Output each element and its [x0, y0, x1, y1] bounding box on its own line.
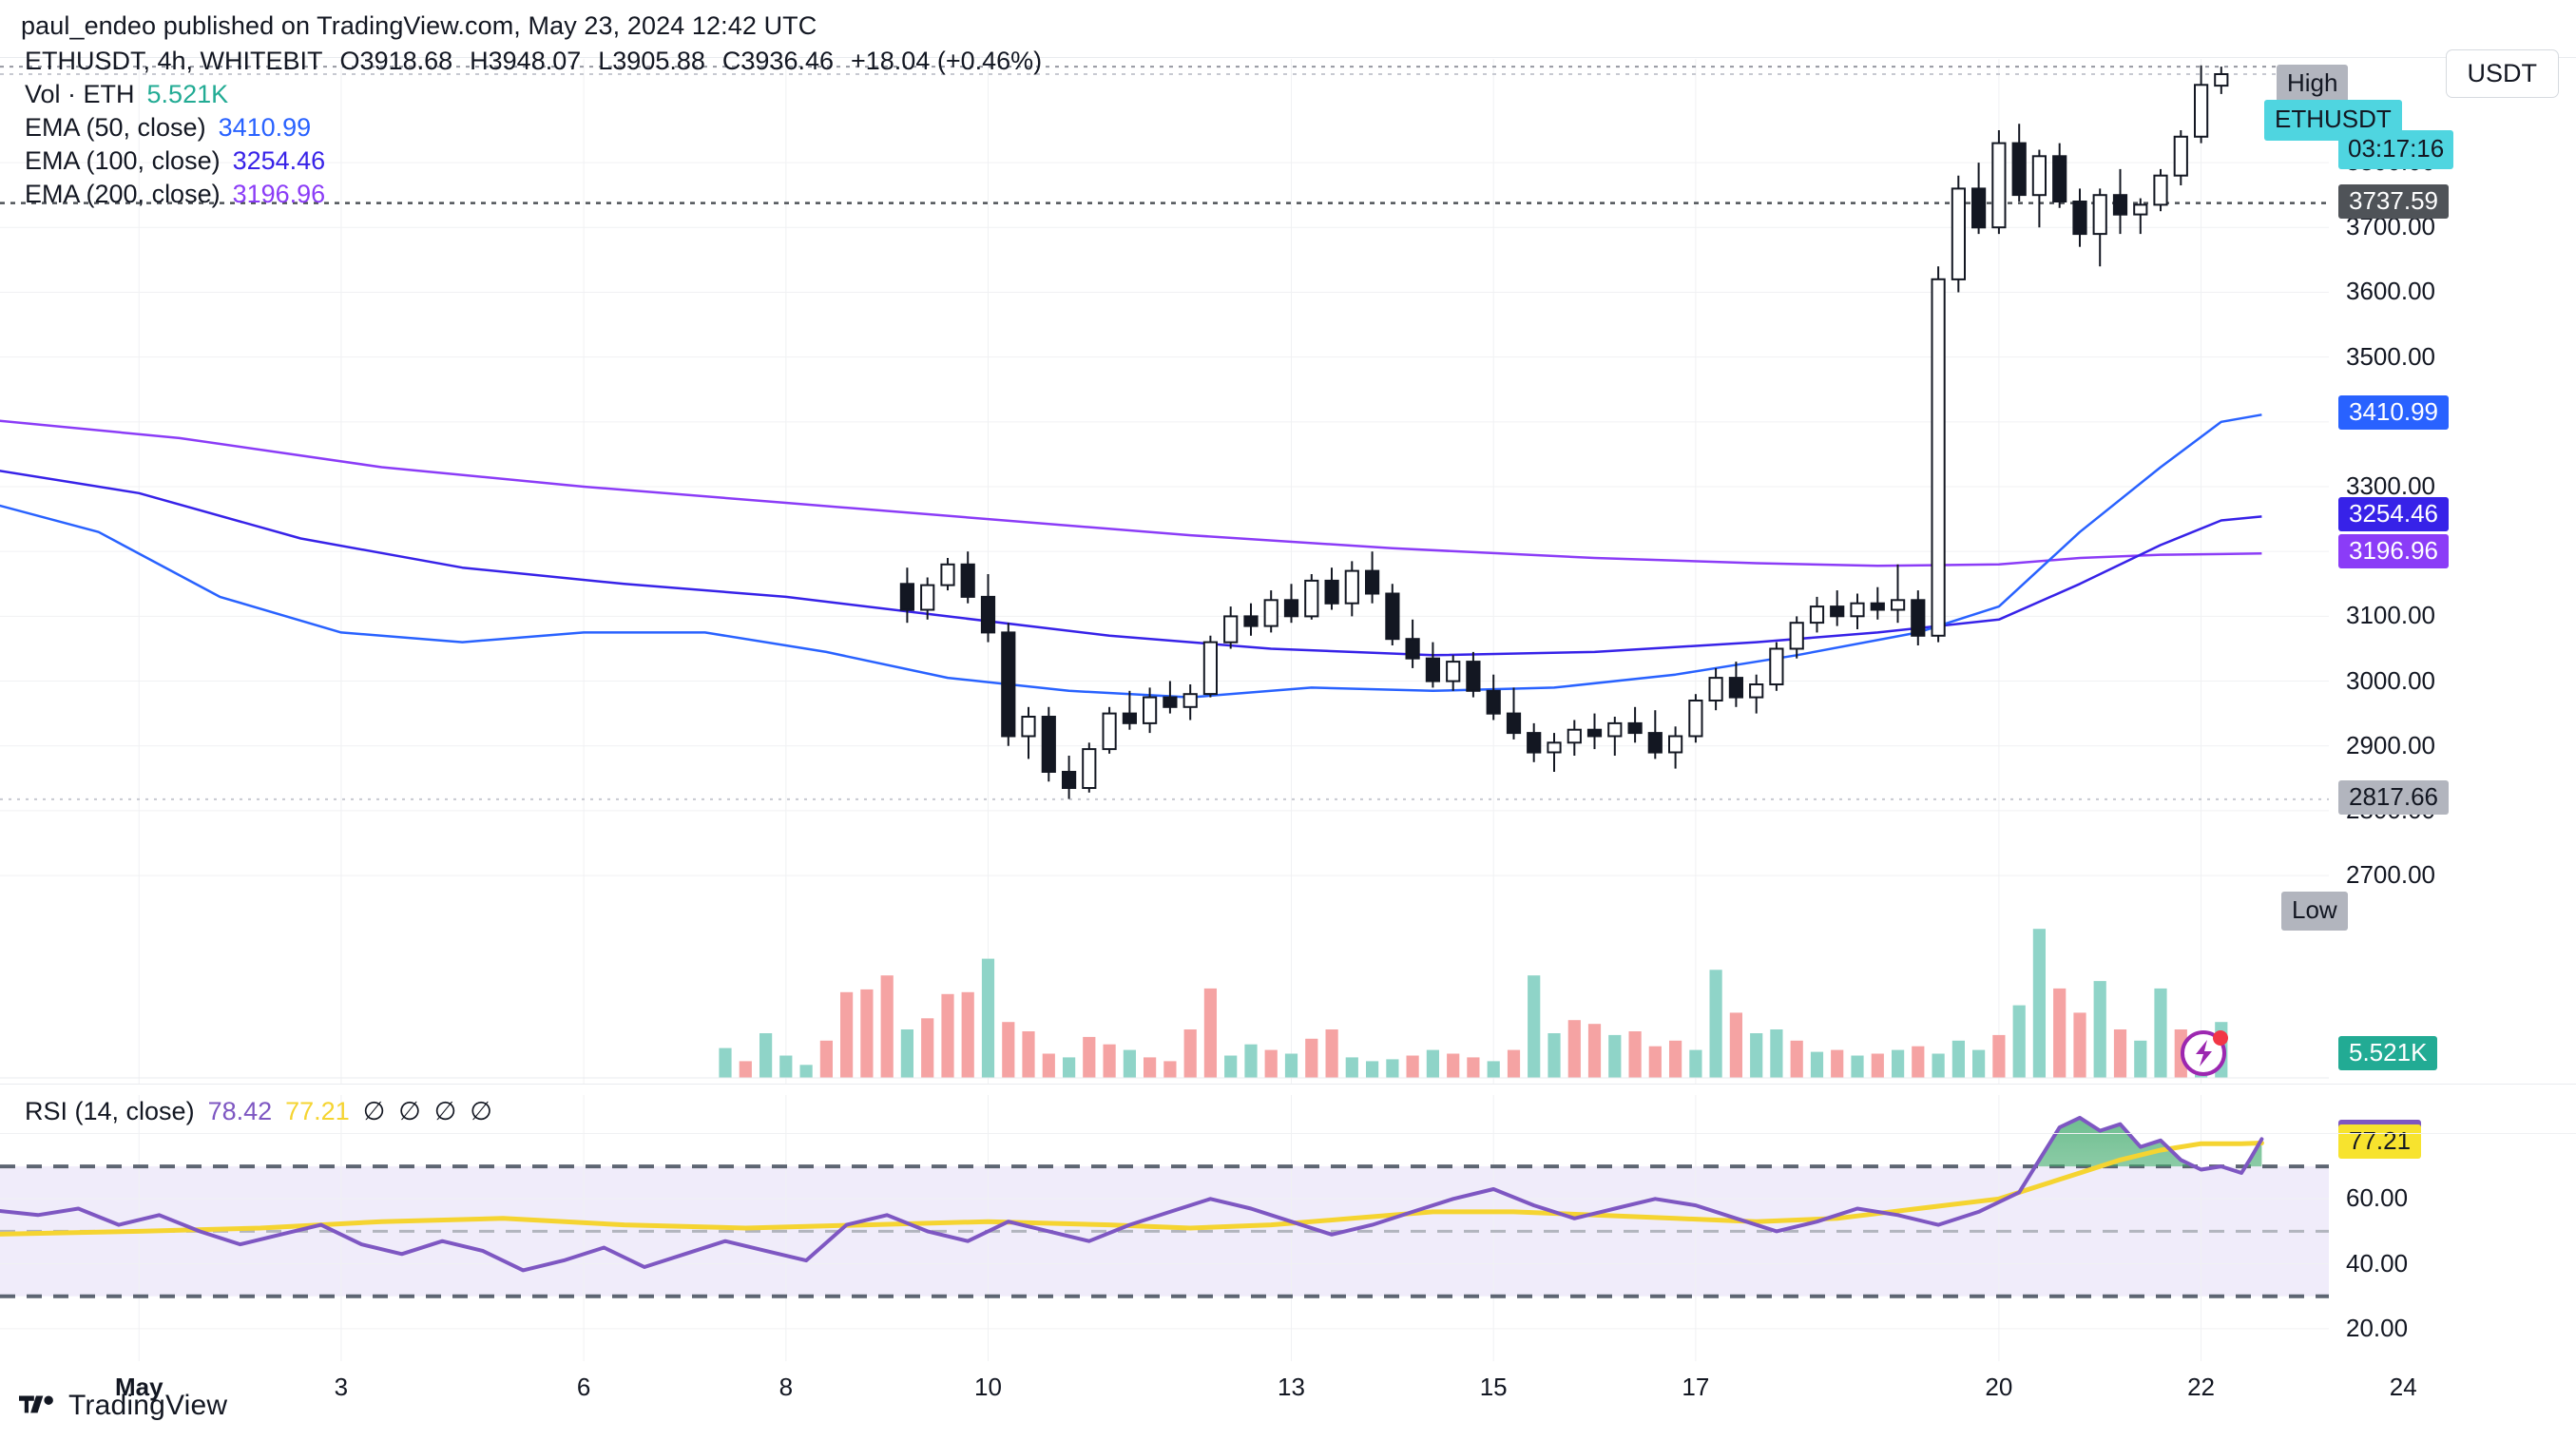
legend-ema200-row[interactable]: EMA (200, close) 3196.96	[25, 180, 326, 208]
countdown-badge: 03:17:16	[2338, 130, 2454, 169]
price-axis-badge[interactable]: 3196.96	[2338, 534, 2449, 569]
chart-frame[interactable]: 3800.003700.003600.003500.003300.003100.…	[0, 59, 2576, 1373]
time-tick: 13	[1278, 1373, 1305, 1401]
price-axis-badge[interactable]: 2817.66	[2338, 779, 2449, 815]
price-tick: 3600.00	[2346, 277, 2435, 306]
time-tick: 10	[974, 1373, 1002, 1401]
price-axis[interactable]: 3800.003700.003600.003500.003300.003100.…	[2329, 59, 2576, 1084]
pane-divider	[0, 1084, 2576, 1085]
low-marker-tag: Low	[2281, 892, 2348, 931]
rsi-axis-badge[interactable]: 77.21	[2338, 1124, 2422, 1159]
time-tick: 17	[1682, 1373, 1710, 1401]
rsi-legend-value: 78.42	[207, 1097, 273, 1125]
price-tick: 3500.00	[2346, 341, 2435, 371]
rsi-tick: 40.00	[2346, 1248, 2409, 1278]
legend-volume-row[interactable]: Vol · ETH 5.521K	[25, 80, 229, 108]
time-tick: 22	[2187, 1373, 2216, 1401]
time-tick: 24	[2389, 1373, 2417, 1401]
footer: TradingView	[19, 1390, 227, 1422]
price-tick: 3100.00	[2346, 601, 2435, 630]
legend-ema100-row[interactable]: EMA (100, close) 3254.46	[25, 146, 326, 175]
rsi-legend-label: RSI (14, close)	[25, 1097, 195, 1125]
price-axis-badge[interactable]: 3254.46	[2338, 497, 2449, 532]
time-tick: 20	[1985, 1373, 2013, 1401]
rsi-chart-svg	[0, 1095, 2329, 1361]
legend-ohlc-row[interactable]: ETHUSDT, 4h, WHITEBIT O3918.68 H3948.07 …	[25, 47, 1043, 75]
high-marker-tag: High	[2277, 65, 2349, 104]
tradingview-logo-icon	[19, 1395, 53, 1413]
rsi-legend[interactable]: RSI (14, close) 78.42 77.21 ∅ ∅ ∅ ∅	[25, 1097, 492, 1126]
price-tick: 3300.00	[2346, 471, 2435, 500]
price-axis-badge[interactable]: 3410.99	[2338, 395, 2449, 431]
chart-legend: ETHUSDT, 4h, WHITEBIT O3918.68 H3948.07 …	[25, 47, 1043, 227]
time-tick: 3	[334, 1373, 349, 1401]
time-axis[interactable]: May 3 6 8 10 13 15 17 20 22 24	[0, 1373, 2417, 1411]
price-chart-svg	[0, 59, 2329, 1084]
currency-pill[interactable]: USDT	[2445, 49, 2559, 98]
brand-name: TradingView	[68, 1390, 228, 1421]
rsi-legend-na-3: ∅	[433, 1097, 457, 1125]
time-tick: 6	[576, 1373, 591, 1401]
time-tick: 15	[1479, 1373, 1508, 1401]
attribution-text: paul_endeo published on TradingView.com,…	[21, 11, 817, 40]
rsi-legend-na-1: ∅	[362, 1097, 386, 1125]
price-pane[interactable]	[0, 59, 2329, 1084]
price-axis-badge[interactable]: 5.521K	[2338, 1036, 2438, 1070]
rsi-legend-na-4: ∅	[470, 1097, 492, 1125]
time-tick: 8	[779, 1373, 794, 1401]
rsi-tick: 60.00	[2346, 1183, 2409, 1213]
rsi-legend-ma-value: 77.21	[285, 1097, 350, 1125]
rsi-legend-na-2: ∅	[398, 1097, 421, 1125]
legend-ema50-row[interactable]: EMA (50, close) 3410.99	[25, 113, 312, 142]
rsi-tick: 20.00	[2346, 1313, 2409, 1342]
price-tick: 2700.00	[2346, 860, 2435, 890]
symbol-price-tag: ETHUSDT	[2264, 100, 2402, 141]
price-tick: 3000.00	[2346, 665, 2435, 695]
header-divider	[0, 57, 2576, 58]
rsi-top-divider	[0, 1133, 2576, 1134]
time-tick: May	[114, 1373, 163, 1401]
price-tick: 2900.00	[2346, 730, 2435, 759]
price-axis-badge[interactable]: 3737.59	[2338, 183, 2449, 219]
rsi-pane[interactable]	[0, 1095, 2329, 1361]
